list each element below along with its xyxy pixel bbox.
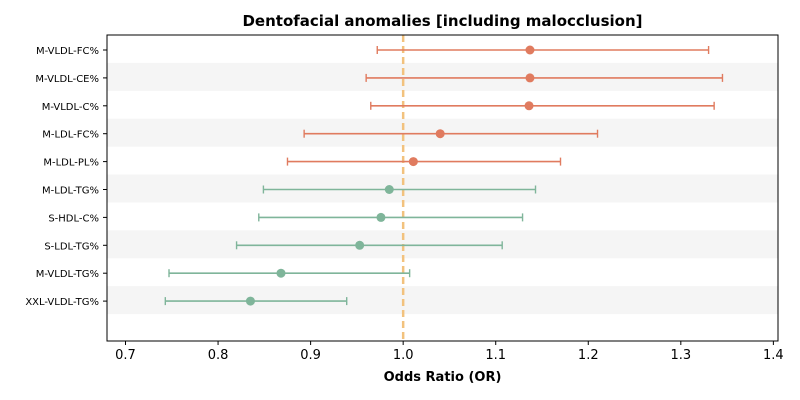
y-tick-label: M-LDL-FC% (42, 130, 99, 141)
plot-frame (106, 34, 779, 342)
or-point (245, 296, 255, 306)
row-band (107, 174, 778, 203)
or-point (525, 45, 535, 55)
x-tick-label: 1.2 (578, 348, 599, 363)
x-tick-label: 1.1 (485, 348, 506, 363)
or-point (524, 101, 534, 111)
or-point (408, 157, 418, 167)
x-tick-label: 0.9 (300, 348, 321, 363)
y-tick-label: XXL-VLDL-TG% (25, 297, 99, 308)
or-point (525, 73, 535, 83)
or-point (384, 185, 394, 194)
row-band (107, 230, 778, 259)
or-point (355, 240, 365, 250)
chart-title: Dentofacial anomalies [including maloccl… (242, 12, 642, 30)
y-axis-ticks: M-VLDL-FC% M-VLDL-CE% M-VLDL-C% M-LDL-FC% M-… (25, 46, 107, 308)
row-bands (107, 62, 778, 315)
y-tick-label: M-LDL-PL% (43, 158, 99, 169)
x-axis-ticks: 0.7 0.8 0.9 1.0 1.1 1.2 1.3 1.4 (115, 341, 784, 363)
or-point (376, 212, 386, 222)
x-tick-label: 0.8 (208, 348, 229, 363)
y-tick-label: M-VLDL-FC% (36, 46, 99, 57)
x-tick-label: 1.4 (763, 348, 784, 363)
x-tick-label: 1.3 (670, 348, 691, 363)
row-band (107, 62, 778, 91)
row-band (107, 286, 778, 315)
or-point (276, 268, 286, 278)
or-point (435, 129, 445, 139)
y-tick-label: M-LDL-TG% (42, 186, 99, 197)
y-tick-label: M-VLDL-CE% (35, 74, 99, 85)
data-marks (164, 45, 724, 306)
x-tick-label: 1.0 (393, 348, 414, 363)
y-tick-label: S-LDL-TG% (44, 241, 99, 252)
x-axis-label: Odds Ratio (OR) (384, 370, 502, 385)
x-tick-label: 0.7 (115, 348, 136, 363)
y-tick-label: S-HDL-C% (48, 213, 99, 224)
y-tick-label: M-VLDL-C% (42, 102, 99, 113)
y-tick-label: M-VLDL-TG% (36, 269, 99, 280)
